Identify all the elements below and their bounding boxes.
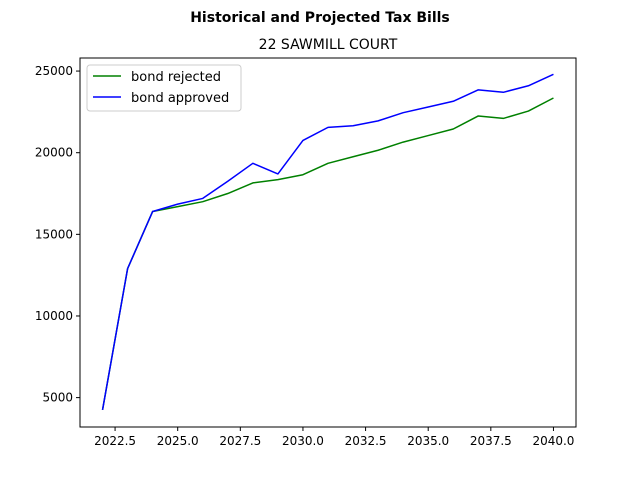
series-line-bond-rejected — [101, 97, 554, 410]
legend-label-bond-approved: bond approved — [131, 91, 229, 106]
series-lines — [101, 73, 554, 410]
legend-box — [86, 64, 242, 112]
x-tick-label: 2032.5 — [345, 434, 387, 448]
y-axis: 5000 10000 15000 20000 25000 — [35, 64, 80, 405]
y-tick-label: 15000 — [35, 227, 73, 241]
x-tick-label: 2037.5 — [470, 434, 512, 448]
x-tick-label: 2040.0 — [532, 434, 574, 448]
legend-label-bond-rejected: bond rejected — [131, 70, 221, 85]
x-tick-label: 2027.5 — [219, 434, 261, 448]
chart-subtitle: 22 SAWMILL COURT — [259, 37, 398, 53]
x-tick-label: 2022.5 — [94, 434, 136, 448]
y-tick-label: 10000 — [35, 309, 73, 323]
x-axis: 2022.5 2025.0 2027.5 2030.0 2032.5 2035.0 2037… — [94, 427, 574, 448]
x-tick-label: 2025.0 — [157, 434, 199, 448]
y-tick-label: 20000 — [35, 146, 73, 160]
y-tick-label: 5000 — [42, 391, 73, 405]
y-tick-label: 25000 — [35, 64, 73, 78]
legend: bond rejected bond approved — [86, 64, 242, 112]
x-tick-label: 2035.0 — [407, 434, 449, 448]
chart-title: Historical and Projected Tax Bills — [190, 10, 450, 26]
x-tick-label: 2030.0 — [282, 434, 324, 448]
plot-area-frame — [79, 57, 577, 428]
series-line-bond-approved — [101, 73, 554, 410]
